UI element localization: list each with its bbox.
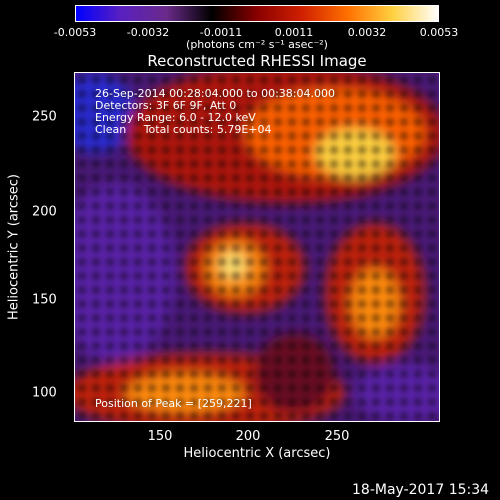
y-tick-label: 100: [32, 385, 57, 401]
colorbar-tick-label: 0.0011: [274, 26, 314, 39]
rhessi-image-canvas: [75, 73, 439, 421]
x-axis-label: Heliocentric X (arcsec): [183, 446, 331, 461]
colorbar-tick-label: -0.0032: [126, 26, 170, 39]
y-tick-label: 250: [32, 109, 57, 125]
colorbar: [75, 5, 439, 22]
x-tick-label: 150: [147, 429, 173, 444]
peak-position: Position of Peak = [259,221]: [95, 397, 252, 410]
plot-title: Reconstructed RHESSI Image: [147, 52, 367, 70]
x-tick-label: 200: [235, 429, 261, 444]
info-energy-range: Energy Range: 6.0 - 12.0 keV: [95, 111, 256, 124]
rhessi-image: [74, 72, 440, 422]
colorbar-tick-label: 0.0032: [347, 26, 387, 39]
colorbar-tick-label: -0.0011: [199, 26, 243, 39]
info-time-range: 26-Sep-2014 00:28:04.000 to 00:38:04.000: [95, 87, 335, 100]
x-tick-label: 250: [324, 429, 350, 444]
y-tick-label: 150: [32, 292, 57, 308]
info-detectors: Detectors: 3F 6F 9F, Att 0: [95, 99, 237, 112]
y-axis-label: Heliocentric Y (arcsec): [6, 174, 22, 320]
timestamp-footer: 18-May-2017 15:34: [352, 482, 490, 498]
colorbar-tick-label: -0.0053: [53, 26, 97, 39]
y-tick-label: 200: [32, 204, 57, 220]
colorbar-units: (photons cm⁻² s⁻¹ asec⁻²): [186, 38, 328, 51]
info-total-counts: Clean Total counts: 5.79E+04: [95, 123, 272, 136]
colorbar-tick-label: 0.0053: [419, 26, 459, 39]
